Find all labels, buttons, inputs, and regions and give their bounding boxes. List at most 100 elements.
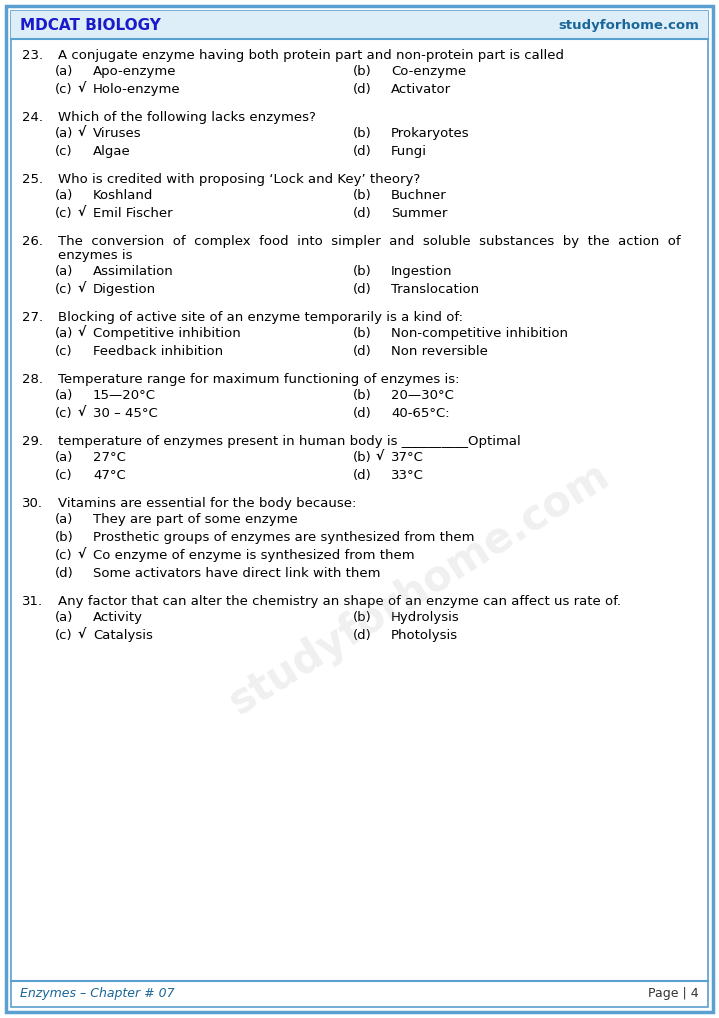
Text: (a): (a) — [55, 65, 73, 78]
Text: 40-65°C:: 40-65°C: — [391, 407, 449, 420]
Text: Translocation: Translocation — [391, 283, 479, 296]
Text: Prosthetic groups of enzymes are synthesized from them: Prosthetic groups of enzymes are synthes… — [93, 531, 475, 544]
Text: Co-enzyme: Co-enzyme — [391, 65, 466, 78]
Bar — [11, 11, 708, 39]
Text: (a): (a) — [55, 265, 73, 278]
Text: √: √ — [78, 283, 86, 296]
Text: studyforhome.com: studyforhome.com — [222, 453, 618, 723]
Text: (b): (b) — [55, 531, 74, 544]
Text: Hydrolysis: Hydrolysis — [391, 611, 459, 624]
Text: The  conversion  of  complex  food  into  simpler  and  soluble  substances  by : The conversion of complex food into simp… — [58, 235, 681, 248]
Text: (b): (b) — [353, 189, 372, 202]
Text: 30.: 30. — [22, 497, 43, 510]
Text: Activator: Activator — [391, 83, 451, 96]
Text: Summer: Summer — [391, 207, 447, 220]
Text: Buchner: Buchner — [391, 189, 446, 202]
Text: Holo-enzyme: Holo-enzyme — [93, 83, 180, 96]
Text: (a): (a) — [55, 611, 73, 624]
Text: 37°C: 37°C — [391, 451, 424, 464]
Text: (c): (c) — [55, 83, 73, 96]
Text: (d): (d) — [353, 283, 372, 296]
Text: enzymes is: enzymes is — [58, 249, 132, 262]
Text: Page | 4: Page | 4 — [649, 987, 699, 1001]
Text: (d): (d) — [55, 567, 74, 580]
Text: √: √ — [78, 407, 86, 420]
Text: Assimilation: Assimilation — [93, 265, 174, 278]
Text: √: √ — [78, 549, 86, 562]
Text: Emil Fischer: Emil Fischer — [93, 207, 173, 220]
Text: (a): (a) — [55, 189, 73, 202]
Text: (b): (b) — [353, 327, 372, 340]
Text: Blocking of active site of an enzyme temporarily is a kind of:: Blocking of active site of an enzyme tem… — [58, 312, 463, 324]
Text: √: √ — [78, 629, 86, 642]
Text: Koshland: Koshland — [93, 189, 153, 202]
Text: Fungi: Fungi — [391, 145, 427, 158]
Text: (a): (a) — [55, 327, 73, 340]
Text: (a): (a) — [55, 451, 73, 464]
Text: (c): (c) — [55, 407, 73, 420]
Text: 27°C: 27°C — [93, 451, 126, 464]
Text: studyforhome.com: studyforhome.com — [558, 18, 699, 32]
Text: Activity: Activity — [93, 611, 143, 624]
Text: Photolysis: Photolysis — [391, 629, 458, 642]
Text: 31.: 31. — [22, 595, 43, 608]
Text: √: √ — [78, 83, 86, 96]
Text: (c): (c) — [55, 283, 73, 296]
Text: 15—20°C: 15—20°C — [93, 389, 156, 402]
Text: (b): (b) — [353, 265, 372, 278]
Text: Non reversible: Non reversible — [391, 345, 488, 358]
Text: Temperature range for maximum functioning of enzymes is:: Temperature range for maximum functionin… — [58, 373, 459, 386]
Text: Digestion: Digestion — [93, 283, 156, 296]
Text: (b): (b) — [353, 451, 372, 464]
Text: (d): (d) — [353, 345, 372, 358]
Text: √: √ — [376, 451, 385, 464]
Text: (b): (b) — [353, 611, 372, 624]
Text: Ingestion: Ingestion — [391, 265, 452, 278]
Text: Which of the following lacks enzymes?: Which of the following lacks enzymes? — [58, 111, 316, 124]
Text: 28.: 28. — [22, 373, 43, 386]
Text: (c): (c) — [55, 345, 73, 358]
Text: MDCAT BIOLOGY: MDCAT BIOLOGY — [20, 17, 161, 33]
Text: 33°C: 33°C — [391, 469, 424, 482]
Text: √: √ — [78, 127, 86, 140]
Text: Apo-enzyme: Apo-enzyme — [93, 65, 176, 78]
Text: Prokaryotes: Prokaryotes — [391, 127, 470, 140]
Text: 20—30°C: 20—30°C — [391, 389, 454, 402]
Text: Feedback inhibition: Feedback inhibition — [93, 345, 223, 358]
Text: Viruses: Viruses — [93, 127, 142, 140]
Text: (d): (d) — [353, 407, 372, 420]
Text: Catalysis: Catalysis — [93, 629, 153, 642]
Text: Algae: Algae — [93, 145, 131, 158]
Text: 47°C: 47°C — [93, 469, 126, 482]
Text: 26.: 26. — [22, 235, 43, 248]
Text: 30 – 45°C: 30 – 45°C — [93, 407, 157, 420]
Text: temperature of enzymes present in human body is __________Optimal: temperature of enzymes present in human … — [58, 435, 521, 448]
Text: (a): (a) — [55, 127, 73, 140]
Text: (c): (c) — [55, 207, 73, 220]
Text: Competitive inhibition: Competitive inhibition — [93, 327, 241, 340]
Text: (b): (b) — [353, 389, 372, 402]
Text: Enzymes – Chapter # 07: Enzymes – Chapter # 07 — [20, 987, 175, 1001]
Text: √: √ — [78, 207, 86, 220]
Text: (c): (c) — [55, 629, 73, 642]
Text: (d): (d) — [353, 83, 372, 96]
Text: 23.: 23. — [22, 49, 43, 62]
Text: (d): (d) — [353, 469, 372, 482]
Text: 24.: 24. — [22, 111, 43, 124]
Text: They are part of some enzyme: They are part of some enzyme — [93, 513, 298, 526]
FancyBboxPatch shape — [6, 6, 713, 1012]
Text: Any factor that can alter the chemistry an shape of an enzyme can affect us rate: Any factor that can alter the chemistry … — [58, 595, 621, 608]
Text: Non-competitive inhibition: Non-competitive inhibition — [391, 327, 568, 340]
Text: A conjugate enzyme having both protein part and non-protein part is called: A conjugate enzyme having both protein p… — [58, 49, 564, 62]
Text: (d): (d) — [353, 145, 372, 158]
Text: (c): (c) — [55, 549, 73, 562]
Text: (c): (c) — [55, 145, 73, 158]
Text: (c): (c) — [55, 469, 73, 482]
Text: 25.: 25. — [22, 173, 43, 186]
Text: 27.: 27. — [22, 312, 43, 324]
Text: (b): (b) — [353, 65, 372, 78]
Text: Vitamins are essential for the body because:: Vitamins are essential for the body beca… — [58, 497, 357, 510]
Text: Who is credited with proposing ‘Lock and Key’ theory?: Who is credited with proposing ‘Lock and… — [58, 173, 420, 186]
Text: (a): (a) — [55, 389, 73, 402]
Text: (d): (d) — [353, 207, 372, 220]
